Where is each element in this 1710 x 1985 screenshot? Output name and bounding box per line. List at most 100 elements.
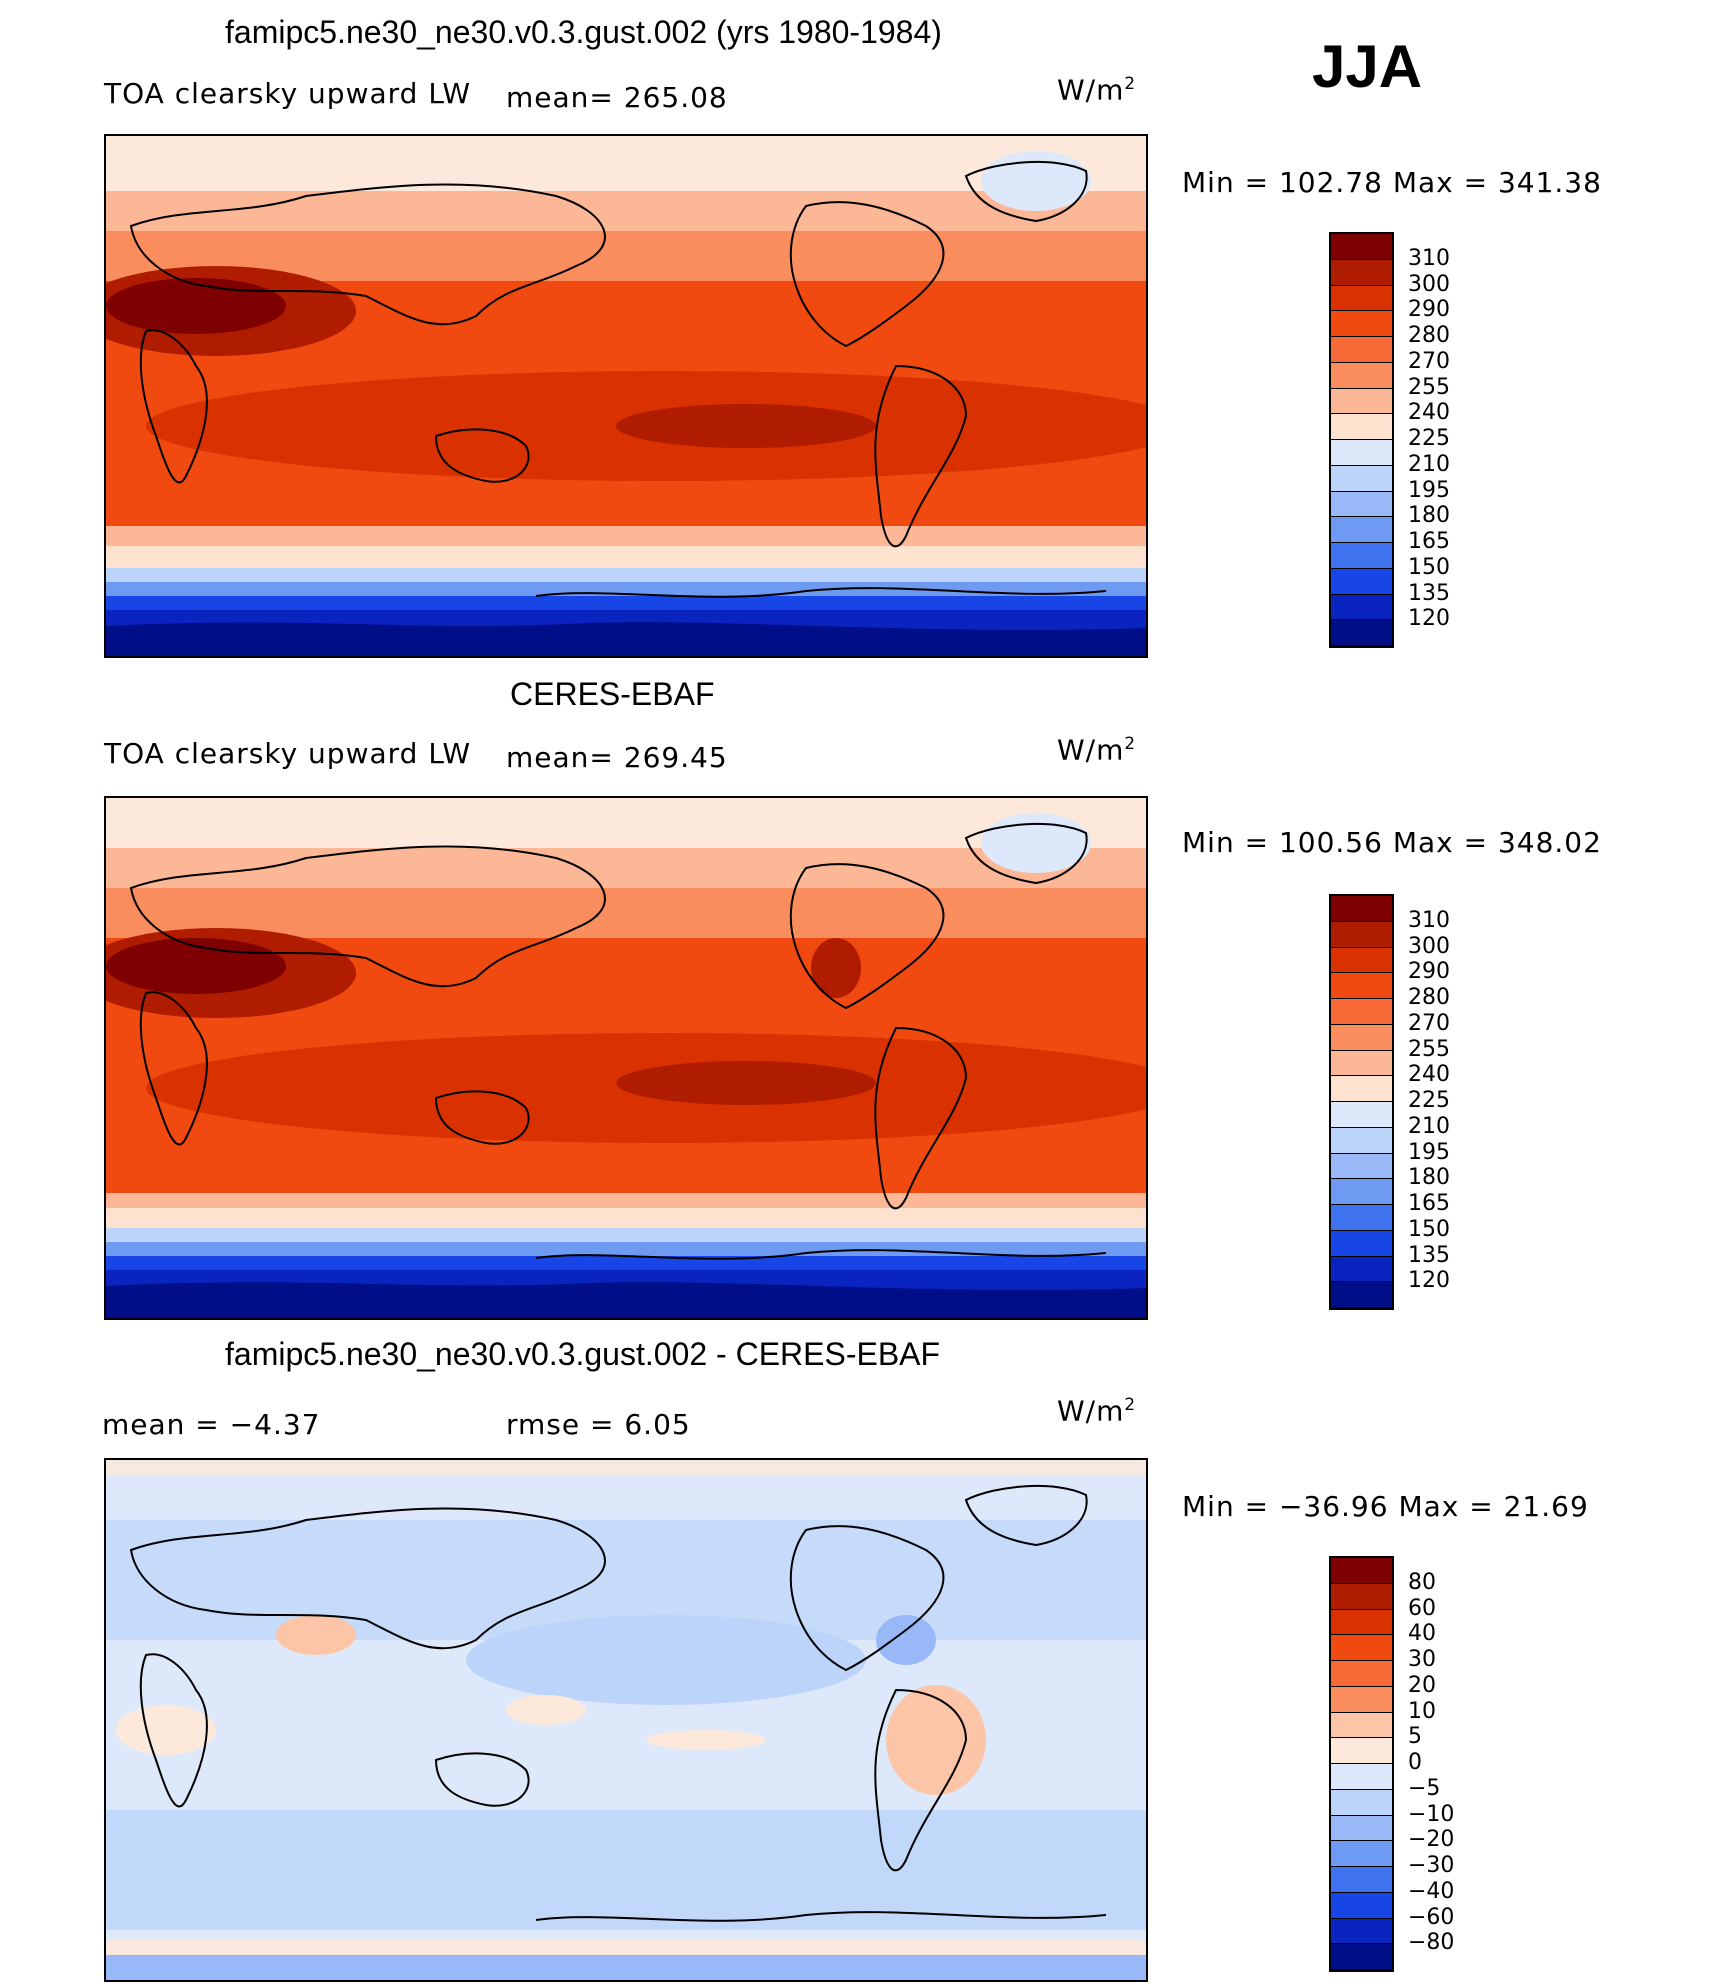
colorbar-tick-label: 135 bbox=[1408, 1242, 1450, 1268]
colorbar-tick-label: 225 bbox=[1408, 426, 1450, 451]
colorbar-tick-label: −30 bbox=[1408, 1853, 1455, 1878]
colorbar-segment bbox=[1331, 1024, 1392, 1051]
colorbar-segment bbox=[1331, 594, 1392, 621]
panel-2-map bbox=[104, 796, 1148, 1320]
colorbar-tick-label: 210 bbox=[1408, 451, 1450, 477]
colorbar-tick-label: 225 bbox=[1408, 1088, 1450, 1113]
colorbar-tick-label: 150 bbox=[1408, 554, 1450, 580]
colorbar-tick-label: −60 bbox=[1408, 1904, 1455, 1930]
panel-3-mean: mean = −4.37 bbox=[102, 1408, 321, 1441]
colorbar-segment bbox=[1331, 388, 1392, 415]
colorbar-segment bbox=[1331, 1686, 1392, 1713]
colorbar-segment bbox=[1331, 1179, 1392, 1205]
colorbar-tick-label: 195 bbox=[1408, 477, 1450, 503]
panel-2-min-max: Min = 100.56 Max = 348.02 bbox=[1182, 826, 1602, 859]
colorbar-segment bbox=[1331, 362, 1392, 389]
colorbar-tick-label: 40 bbox=[1408, 1621, 1436, 1647]
panel-2-units: W/m2 bbox=[1057, 733, 1136, 766]
colorbar-segment bbox=[1331, 1815, 1392, 1842]
colorbar-tick-label: 255 bbox=[1408, 1036, 1450, 1062]
colorbar-segment bbox=[1331, 1712, 1392, 1739]
colorbar-segment bbox=[1331, 414, 1392, 440]
panel-1-mean: mean= 265.08 bbox=[506, 81, 728, 114]
panel-1-title: famipc5.ne30_ne30.v0.3.gust.002 (yrs 198… bbox=[225, 14, 942, 50]
colorbar-tick-label: 270 bbox=[1408, 348, 1450, 374]
colorbar-tick-label: 195 bbox=[1408, 1139, 1450, 1165]
colorbar-segment bbox=[1331, 1282, 1392, 1308]
units-text: W/m bbox=[1057, 733, 1125, 767]
colorbar-segment bbox=[1331, 999, 1392, 1025]
colorbar-segment bbox=[1331, 285, 1392, 312]
colorbar-segment bbox=[1331, 440, 1392, 466]
colorbar-segment bbox=[1331, 491, 1392, 518]
colorbar-segment bbox=[1331, 620, 1392, 646]
colorbar-tick-label: 310 bbox=[1408, 245, 1450, 271]
colorbar-tick-label: 270 bbox=[1408, 1010, 1450, 1036]
colorbar-segment bbox=[1331, 896, 1392, 922]
panel-1-min-max: Min = 102.78 Max = 341.38 bbox=[1182, 166, 1602, 199]
colorbar-segment bbox=[1331, 1127, 1392, 1154]
colorbar-1 bbox=[1329, 232, 1394, 648]
colorbar-segment bbox=[1331, 1867, 1392, 1893]
panel-2-title: CERES-EBAF bbox=[510, 676, 715, 712]
colorbar-tick-label: 5 bbox=[1408, 1724, 1422, 1750]
colorbar-segment bbox=[1331, 1789, 1392, 1816]
colorbar-segment bbox=[1331, 1256, 1392, 1283]
colorbar-tick-label: 290 bbox=[1408, 959, 1450, 985]
colorbar-segment bbox=[1331, 1609, 1392, 1636]
colorbar-segment bbox=[1331, 1230, 1392, 1257]
colorbar-segment bbox=[1331, 1841, 1392, 1867]
season-label: JJA bbox=[1312, 33, 1423, 100]
colorbar-tick-label: 20 bbox=[1408, 1672, 1436, 1698]
colorbar-segment bbox=[1331, 1738, 1392, 1764]
colorbar-2 bbox=[1329, 894, 1394, 1310]
colorbar-tick-label: 60 bbox=[1408, 1595, 1436, 1621]
colorbar-segment bbox=[1331, 311, 1392, 337]
colorbar-tick-label: 210 bbox=[1408, 1113, 1450, 1139]
colorbar-segment bbox=[1331, 1583, 1392, 1610]
colorbar-tick-label: 150 bbox=[1408, 1216, 1450, 1242]
colorbar-tick-label: 310 bbox=[1408, 907, 1450, 933]
colorbar-segment bbox=[1331, 517, 1392, 543]
colorbar-tick-label: 240 bbox=[1408, 1062, 1450, 1088]
colorbar-segment bbox=[1331, 1050, 1392, 1077]
colorbar-3 bbox=[1329, 1556, 1394, 1972]
colorbar-tick-label: 300 bbox=[1408, 933, 1450, 959]
panel-3-title: famipc5.ne30_ne30.v0.3.gust.002 - CERES-… bbox=[225, 1336, 941, 1372]
colorbar-tick-label: 180 bbox=[1408, 503, 1450, 529]
colorbar-tick-label: 280 bbox=[1408, 323, 1450, 348]
units-exponent: 2 bbox=[1124, 73, 1137, 93]
colorbar-tick-label: 120 bbox=[1408, 606, 1450, 632]
panel-2-map-svg bbox=[106, 798, 1146, 1318]
panel-1-map bbox=[104, 134, 1148, 658]
colorbar-segment bbox=[1331, 1205, 1392, 1231]
panel-3-rmse: rmse = 6.05 bbox=[506, 1408, 691, 1441]
colorbar-segment bbox=[1331, 1153, 1392, 1180]
colorbar-tick-label: 30 bbox=[1408, 1647, 1436, 1672]
colorbar-segment bbox=[1331, 1661, 1392, 1687]
colorbar-segment bbox=[1331, 1944, 1392, 1970]
colorbar-segment bbox=[1331, 337, 1392, 363]
colorbar-tick-label: 240 bbox=[1408, 400, 1450, 426]
units-exponent: 2 bbox=[1124, 1394, 1137, 1414]
colorbar-tick-label: −40 bbox=[1408, 1878, 1455, 1904]
colorbar-segment bbox=[1331, 1918, 1392, 1945]
units-text: W/m bbox=[1057, 73, 1125, 107]
colorbar-segment bbox=[1331, 1076, 1392, 1102]
units-exponent: 2 bbox=[1124, 733, 1137, 753]
colorbar-tick-label: 300 bbox=[1408, 271, 1450, 297]
colorbar-tick-label: 80 bbox=[1408, 1569, 1436, 1595]
panel-1-map-svg bbox=[106, 136, 1146, 656]
colorbar-segment bbox=[1331, 1635, 1392, 1661]
units-text: W/m bbox=[1057, 1394, 1125, 1428]
colorbar-segment bbox=[1331, 259, 1392, 286]
colorbar-tick-label: 180 bbox=[1408, 1165, 1450, 1191]
colorbar-tick-label: −80 bbox=[1408, 1930, 1455, 1956]
panel-1-units: W/m2 bbox=[1057, 73, 1136, 106]
colorbar-tick-label: 120 bbox=[1408, 1268, 1450, 1294]
panel-1-variable-label: TOA clearsky upward LW bbox=[104, 77, 472, 110]
colorbar-tick-label: 165 bbox=[1408, 1191, 1450, 1216]
colorbar-tick-label: 135 bbox=[1408, 580, 1450, 606]
colorbar-tick-label: 290 bbox=[1408, 297, 1450, 323]
colorbar-tick-label: −20 bbox=[1408, 1827, 1455, 1853]
